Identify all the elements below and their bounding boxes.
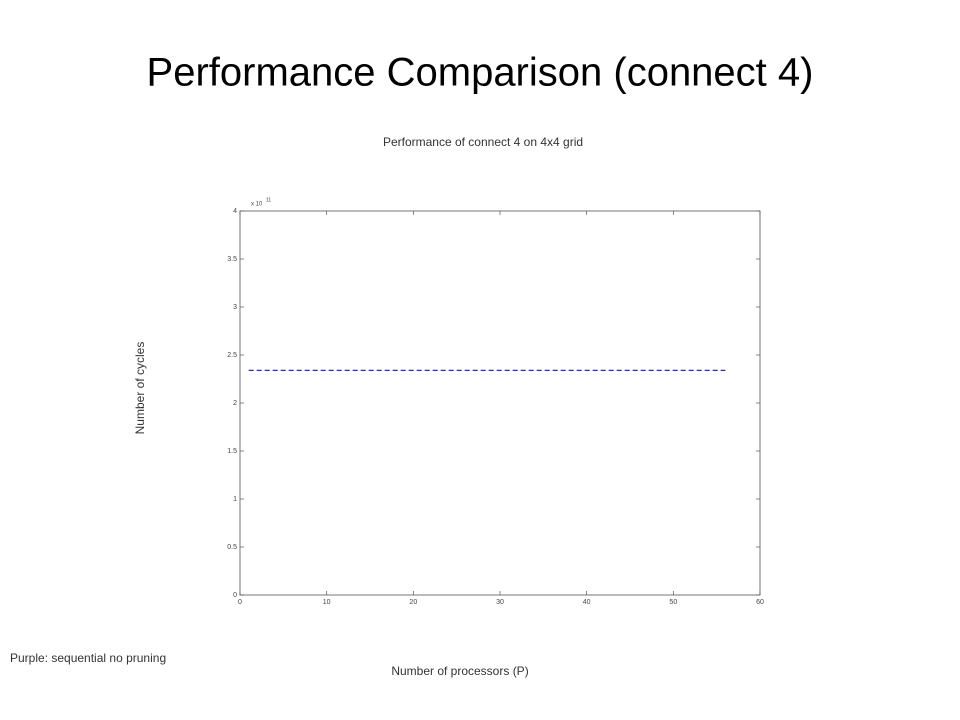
x-tick-label: 30 — [496, 599, 504, 606]
x-tick-label: 60 — [756, 599, 764, 606]
y-multiplier-exponent: 11 — [266, 197, 271, 203]
y-tick-label: 2 — [233, 400, 237, 407]
x-axis-label: Number of processors (P) — [391, 664, 528, 678]
x-tick-label: 50 — [669, 599, 677, 606]
x-tick-label: 0 — [238, 599, 242, 606]
y-axis-label: Number of cycles — [133, 342, 147, 435]
y-tick-label: 3 — [233, 304, 237, 311]
x-tick-label: 10 — [323, 599, 331, 606]
y-multiplier: x 10 — [251, 202, 263, 208]
plot-frame — [239, 210, 761, 596]
note: Purple: sequential no pruning — [10, 651, 166, 665]
x-tick-label: 40 — [583, 599, 591, 606]
y-tick-label: 3.5 — [227, 256, 237, 263]
y-tick-label: 1 — [233, 496, 237, 503]
slide-title: Performance Comparison (connect 4) — [147, 51, 814, 95]
y-tick-label: 1.5 — [227, 448, 237, 455]
y-tick-label: 2.5 — [227, 352, 237, 359]
y-tick-label: 0 — [233, 592, 237, 599]
chart-title: Performance of connect 4 on 4x4 grid — [383, 135, 583, 149]
x-tick-label: 20 — [409, 599, 417, 606]
y-tick-label: 0.5 — [227, 544, 237, 551]
y-tick-label: 4 — [233, 208, 237, 215]
